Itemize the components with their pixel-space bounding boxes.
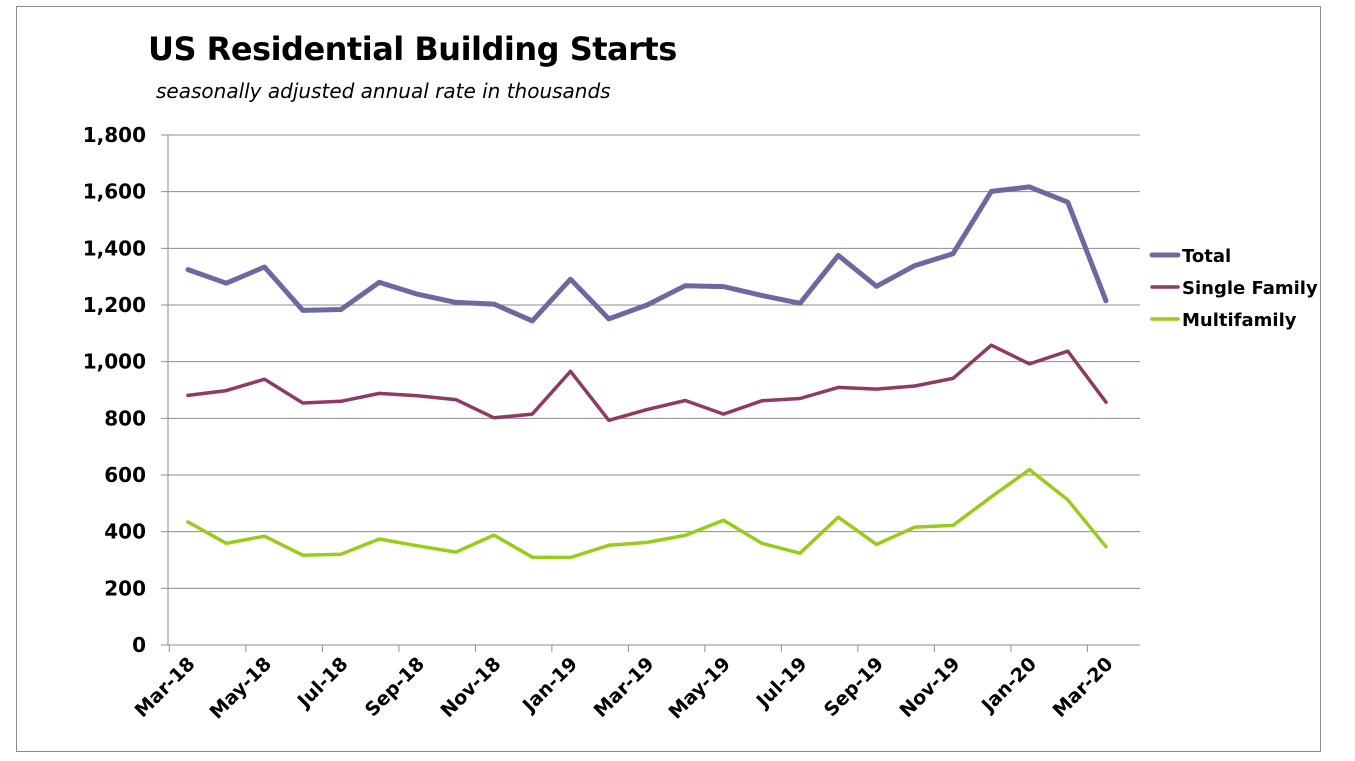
x-tick-label: Jan-20 <box>976 653 1041 718</box>
series-line-single-family <box>186 343 1108 423</box>
x-tick-label: Sep-19 <box>820 653 888 721</box>
chart-subtitle: seasonally adjusted annual rate in thous… <box>156 79 611 103</box>
y-tick-label: 0 <box>132 633 146 657</box>
x-tick-label: Mar-20 <box>1049 653 1118 722</box>
axes <box>167 135 1140 646</box>
y-tick-label: 800 <box>104 406 146 430</box>
legend: Total Single Family Multifamily <box>1149 246 1318 331</box>
gridlines <box>168 134 1140 589</box>
x-tick-label: Nov-19 <box>895 653 964 722</box>
legend-label: Total <box>1182 246 1231 267</box>
y-tick-label: 400 <box>104 520 146 544</box>
x-axis-ticks: Mar-18 May-18 Jul-18 Sep-18 Nov-18 Jan-19 Mar-… <box>131 645 1118 724</box>
series-line-total <box>185 184 1109 324</box>
legend-label: Single Family <box>1182 278 1318 299</box>
y-tick-label: 1,200 <box>83 293 146 317</box>
y-tick-label: 1,000 <box>83 350 146 374</box>
x-tick-label: Nov-18 <box>436 653 505 722</box>
series-line-multifamily <box>186 467 1108 560</box>
x-tick-label: May-18 <box>205 653 276 724</box>
y-tick-label: 600 <box>104 463 146 487</box>
chart-title: US Residential Building Starts <box>148 30 677 68</box>
x-tick-label: Mar-19 <box>590 653 659 722</box>
y-tick-label: 200 <box>104 576 146 600</box>
x-tick-label: Jul-18 <box>292 653 352 713</box>
y-tick-label: 1,400 <box>83 236 146 260</box>
x-tick-label: Mar-18 <box>131 653 200 722</box>
series-lines <box>185 184 1109 560</box>
legend-label: Multifamily <box>1182 310 1297 331</box>
x-tick-label: Sep-18 <box>361 653 429 721</box>
chart-frame <box>16 6 1321 752</box>
x-tick-label: May-19 <box>664 653 735 724</box>
y-tick-label: 1,800 <box>83 123 146 147</box>
y-tick-label: 1,600 <box>83 180 146 204</box>
x-tick-label: Jul-19 <box>751 653 811 713</box>
x-tick-label: Jan-19 <box>517 653 582 718</box>
y-axis-ticks: 0 200 400 600 800 1,000 1,200 1,400 1,600 1,800 <box>83 123 168 657</box>
